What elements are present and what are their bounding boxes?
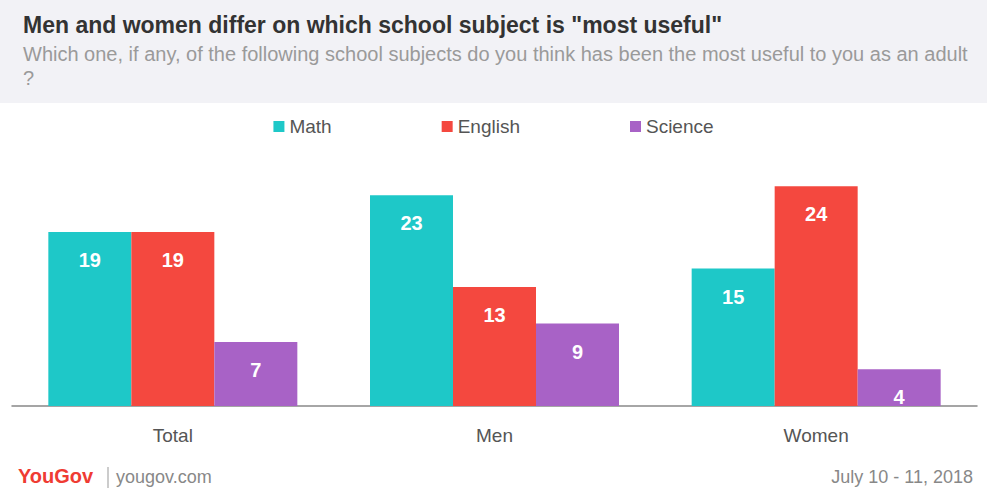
- svg-text:7: 7: [250, 359, 261, 381]
- svg-text:YouGov: YouGov: [18, 465, 94, 487]
- svg-text:23: 23: [400, 212, 422, 234]
- svg-text:13: 13: [483, 304, 505, 326]
- svg-text:Math: Math: [289, 116, 331, 137]
- svg-text:Science: Science: [646, 116, 714, 137]
- svg-text:Which one, if any, of the foll: Which one, if any, of the following scho…: [23, 43, 968, 65]
- svg-text:?: ?: [23, 67, 34, 89]
- svg-text:9: 9: [572, 341, 583, 363]
- svg-text:15: 15: [722, 286, 744, 308]
- svg-text:4: 4: [894, 386, 906, 408]
- svg-text:19: 19: [162, 249, 184, 271]
- svg-text:Total: Total: [153, 425, 193, 446]
- svg-text:yougov.com: yougov.com: [116, 467, 212, 487]
- svg-text:24: 24: [805, 203, 828, 225]
- svg-text:19: 19: [79, 249, 101, 271]
- svg-text:Men and women differ on which: Men and women differ on which school sub…: [23, 12, 722, 38]
- svg-text:July 10 - 11, 2018: July 10 - 11, 2018: [831, 467, 973, 487]
- svg-text:English: English: [458, 116, 520, 137]
- svg-text:Men: Men: [476, 425, 513, 446]
- svg-text:Women: Women: [784, 425, 849, 446]
